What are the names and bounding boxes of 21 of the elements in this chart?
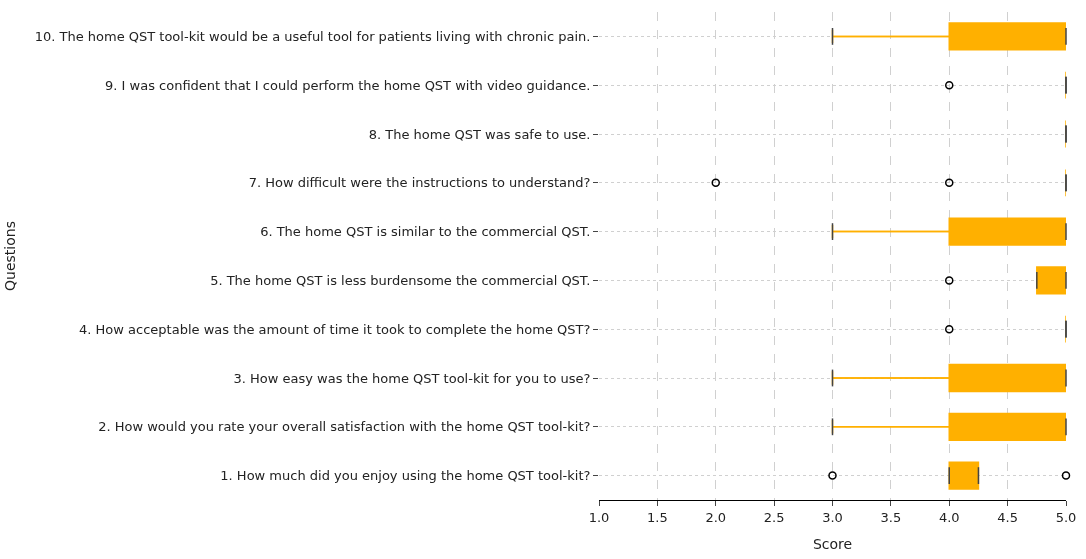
y-tick-label: 4. How acceptable was the amount of time it took to complete the home QST?	[79, 321, 591, 337]
y-tick-label: 5. The home QST is less burdensome the commercial QST.	[210, 272, 591, 288]
x-tick-label: 1.0	[588, 509, 610, 525]
x-tick-label: 3.0	[822, 509, 843, 525]
y-tick-label: 7. How difficult were the instructions to understand?	[248, 175, 591, 191]
x-tick-label: 3.5	[880, 509, 902, 525]
y-tick-label: 1. How much did you enjoy using the home QST tool-kit?	[220, 468, 591, 484]
x-tick-label: 4.0	[938, 509, 960, 525]
y-tick-label: 8. The home QST was safe to use.	[368, 126, 591, 142]
y-tick-label: 2. How would you rate your overall satisfaction with the home QST tool-kit?	[98, 419, 591, 435]
x-axis-title: Score	[812, 535, 853, 552]
y-tick-label: 3. How easy was the home QST tool-kit for you to use?	[233, 370, 591, 386]
x-tick-label: 4.5	[997, 509, 1018, 525]
y-tick-label: 10. The home QST tool-kit would be a useful tool for patients living with chronic pain.	[34, 28, 591, 44]
x-tick-label: 1.5	[647, 509, 668, 525]
y-axis-title: Questions	[2, 221, 19, 291]
x-tick-label: 2.0	[705, 509, 727, 525]
x-tick-label: 5.0	[1055, 509, 1077, 525]
y-tick-label: 9. I was confident that I could perform the home QST with video guidance.	[105, 77, 591, 93]
x-tick-label: 2.5	[763, 509, 785, 525]
y-tick-label: 6. The home QST is similar to the commercial QST.	[260, 224, 591, 240]
